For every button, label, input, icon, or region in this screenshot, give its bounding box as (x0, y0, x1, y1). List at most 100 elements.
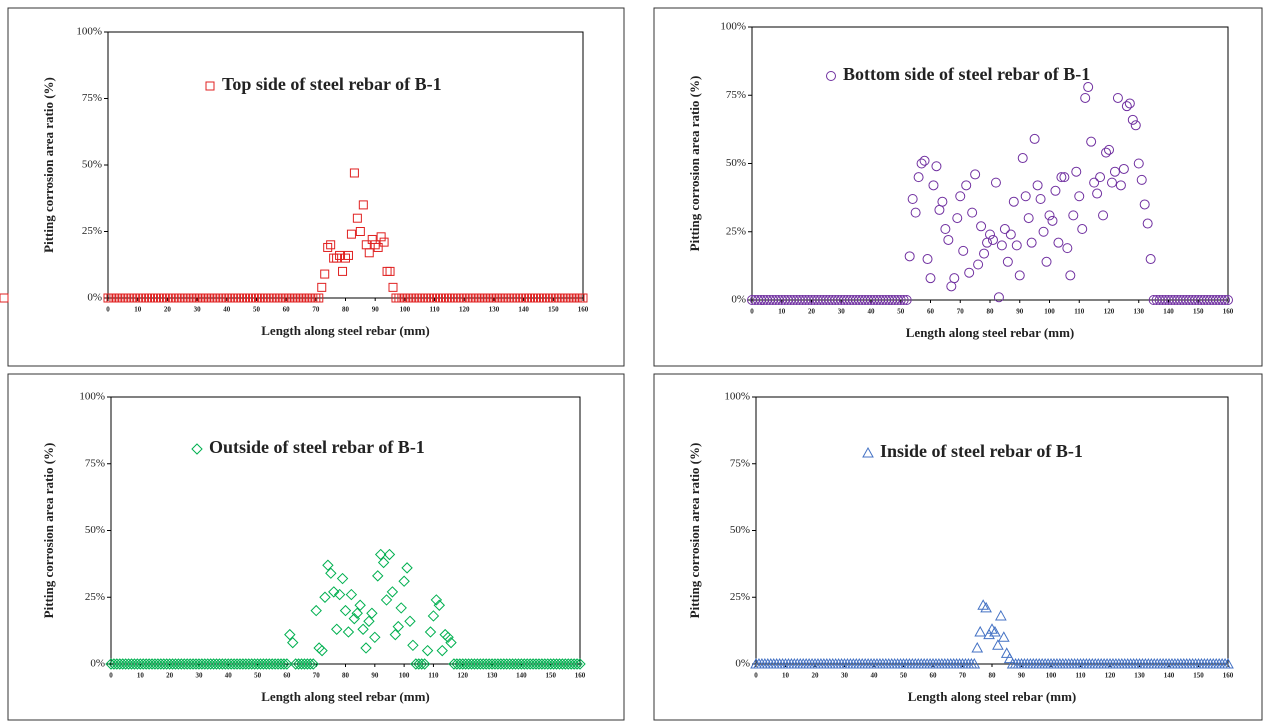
point (207, 658, 220, 670)
point (341, 253, 350, 263)
point (320, 269, 330, 279)
x-tick-label: 100 (1046, 672, 1057, 680)
point (1044, 210, 1055, 221)
point (448, 658, 460, 670)
point (1112, 92, 1123, 103)
point (349, 168, 359, 178)
point (343, 250, 353, 260)
point (1056, 172, 1067, 183)
point (1217, 295, 1228, 305)
point (1020, 191, 1031, 202)
point (964, 267, 975, 278)
point (263, 658, 275, 670)
point (955, 191, 966, 202)
point (407, 639, 419, 652)
y-tick-label: 50% (82, 159, 102, 171)
point (181, 658, 193, 670)
point (326, 240, 336, 250)
point (457, 658, 469, 670)
point (474, 658, 487, 670)
x-tick-label: 110 (428, 672, 439, 680)
point (1101, 147, 1112, 158)
legend-marker (826, 71, 836, 81)
point (351, 607, 363, 619)
x-tick-label: 70 (957, 308, 965, 316)
point (967, 207, 978, 218)
point (382, 266, 392, 276)
point (122, 658, 135, 670)
point (1124, 98, 1135, 109)
point (332, 253, 342, 263)
point (361, 240, 371, 250)
point (0, 293, 9, 303)
point (1035, 193, 1046, 204)
point (1145, 254, 1156, 265)
point (982, 237, 993, 248)
point (275, 658, 287, 670)
x-tick-label: 20 (808, 308, 816, 316)
point (1011, 240, 1022, 251)
point (155, 658, 167, 670)
point (1002, 256, 1013, 267)
point (925, 273, 936, 284)
x-tick-label: 20 (812, 672, 820, 680)
point (530, 658, 542, 670)
point (386, 586, 399, 598)
point (430, 594, 443, 606)
point (1008, 196, 1019, 207)
x-axis-title: Length along steel rebar (mm) (261, 689, 430, 704)
point (307, 658, 319, 670)
point (922, 254, 933, 265)
point (114, 658, 126, 670)
point (993, 292, 1004, 303)
x-tick-label: 40 (868, 308, 876, 316)
point (1017, 153, 1028, 164)
panel-frame (7, 373, 625, 721)
point (465, 658, 478, 670)
point (1053, 237, 1064, 248)
x-tick-label: 10 (778, 308, 786, 316)
point (329, 253, 339, 263)
point (1003, 652, 1016, 664)
point (131, 658, 144, 670)
point (542, 658, 554, 670)
point (904, 251, 915, 262)
point (364, 248, 374, 258)
point (370, 240, 380, 250)
x-axis-title: Length along steel rebar (mm) (261, 323, 430, 338)
point (997, 631, 1010, 642)
point (1014, 270, 1025, 281)
point (317, 282, 327, 292)
point (940, 224, 951, 235)
point (379, 237, 389, 247)
point (544, 658, 557, 670)
point (1089, 177, 1100, 188)
y-tick-label: 0% (87, 292, 102, 304)
point (553, 658, 566, 670)
x-tick-label: 160 (575, 672, 586, 680)
point (937, 196, 948, 207)
point (571, 658, 583, 670)
point (1139, 199, 1150, 210)
point (1136, 174, 1147, 185)
point (281, 658, 293, 670)
point (355, 227, 365, 236)
point (527, 658, 539, 670)
panel-frame (7, 7, 625, 367)
x-tick-label: 120 (1105, 672, 1116, 680)
y-tick-label: 75% (726, 89, 746, 101)
x-tick-label: 140 (518, 306, 529, 314)
point (536, 658, 548, 670)
point (492, 658, 504, 670)
point (1095, 172, 1106, 183)
point (1005, 229, 1016, 240)
point (333, 588, 346, 601)
point (574, 658, 586, 670)
point (254, 658, 267, 670)
x-tick-label: 150 (1193, 672, 1204, 680)
point (1133, 158, 1144, 169)
point (949, 273, 960, 284)
point (980, 601, 992, 613)
point (568, 658, 580, 670)
point (348, 612, 361, 625)
